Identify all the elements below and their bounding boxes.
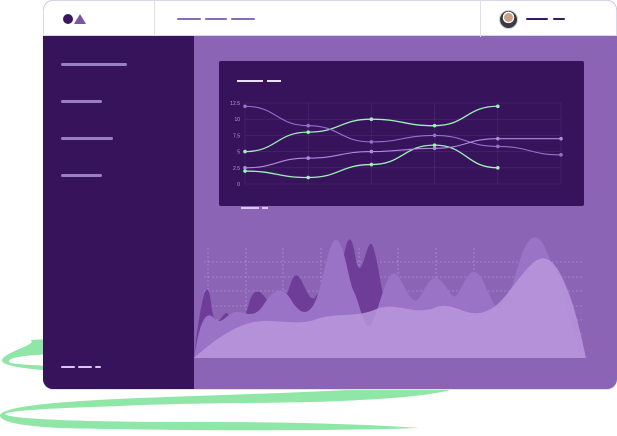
logo-circle-icon xyxy=(63,14,73,24)
y-tick-label: 2.5 xyxy=(233,166,240,172)
sidebar-footer-item[interactable] xyxy=(61,366,75,368)
y-tick-label: 0 xyxy=(237,182,240,188)
series-point-3 xyxy=(559,153,563,157)
user-name[interactable] xyxy=(526,18,548,20)
nav-item-1[interactable] xyxy=(177,18,201,20)
sidebar-item-4[interactable] xyxy=(61,174,102,177)
series-point-1 xyxy=(496,104,500,109)
sidebar-item-3[interactable] xyxy=(61,137,113,140)
series-point-1 xyxy=(369,117,374,121)
sidebar-item-1[interactable] xyxy=(61,63,127,66)
top-bar-divider xyxy=(154,1,155,37)
series-point-2 xyxy=(369,162,374,167)
sidebar xyxy=(43,36,194,389)
series-point-1 xyxy=(243,149,247,154)
series-point-4 xyxy=(496,136,500,141)
nav-item-2[interactable] xyxy=(205,18,227,20)
series-point-4 xyxy=(559,136,563,141)
chart-legend-item xyxy=(241,207,259,209)
panel-title xyxy=(237,80,263,82)
area-series-light xyxy=(194,258,586,358)
series-point-3 xyxy=(432,133,437,138)
app-window: 12.5 10 7.5 5 2.5 0 xyxy=(43,0,617,389)
panel-title xyxy=(267,80,281,82)
series-point-2 xyxy=(432,143,437,147)
series-point-2 xyxy=(306,175,310,180)
series-point-4 xyxy=(432,146,437,151)
series-point-2 xyxy=(496,166,500,170)
line-chart-panel: 12.5 10 7.5 5 2.5 0 xyxy=(219,61,584,209)
y-tick-label: 7.5 xyxy=(233,133,240,139)
sidebar-footer-item[interactable] xyxy=(95,366,101,368)
y-tick-label: 12.5 xyxy=(230,101,240,107)
series-point-3 xyxy=(243,104,247,109)
series-point-4 xyxy=(243,166,247,170)
user-menu[interactable] xyxy=(553,18,565,20)
user-avatar[interactable] xyxy=(499,10,518,29)
series-point-4 xyxy=(306,156,310,160)
area-chart-background xyxy=(194,237,586,358)
nav-item-3[interactable] xyxy=(231,18,255,20)
chart-legend-item xyxy=(262,207,268,209)
series-point-1 xyxy=(306,130,310,134)
top-bar-divider xyxy=(480,1,481,37)
sidebar-item-2[interactable] xyxy=(61,100,102,103)
sidebar-footer-item[interactable] xyxy=(78,366,92,368)
series-line-3 xyxy=(244,105,562,156)
series-point-4 xyxy=(369,149,374,154)
line-chart: 12.5 10 7.5 5 2.5 0 xyxy=(230,101,563,188)
series-point-3 xyxy=(306,123,310,128)
y-tick-label: 5 xyxy=(237,150,240,156)
series-point-1 xyxy=(432,123,437,128)
y-tick-label: 10 xyxy=(234,117,240,123)
series-point-3 xyxy=(369,140,374,144)
series-point-2 xyxy=(243,169,247,173)
logo-triangle-icon xyxy=(74,14,86,24)
series-line-4 xyxy=(244,138,561,169)
series-point-3 xyxy=(496,144,500,149)
top-bar xyxy=(43,0,617,37)
